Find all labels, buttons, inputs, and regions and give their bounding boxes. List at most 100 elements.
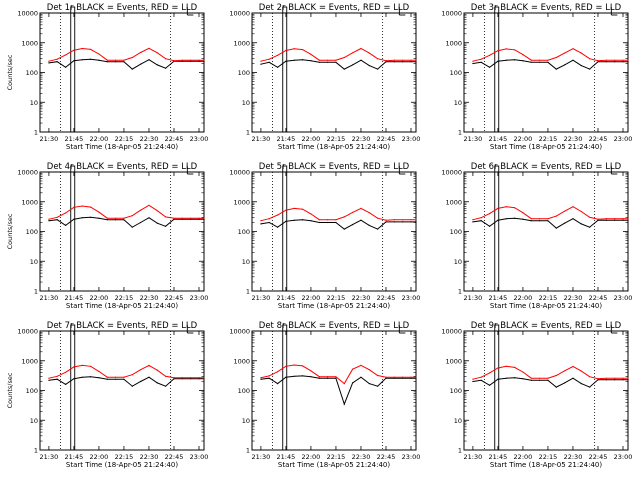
lld-data-point [489, 372, 491, 374]
x-tick-label: 22:15 [539, 453, 558, 461]
y-axis-label: Counts/sec [6, 372, 14, 408]
events-data-point [497, 60, 499, 62]
events-data-point [393, 377, 395, 379]
y-tick-label: 1000 [233, 39, 250, 47]
series-line-events [48, 58, 204, 70]
x-tick-label: 22:00 [514, 135, 533, 143]
lld-data-point [530, 218, 532, 220]
events-data-point [622, 61, 624, 63]
panel-title: Det 4r BLACK = Events, RED = LLD [47, 162, 198, 172]
x-tick-label: 22:15 [115, 453, 134, 461]
events-data-point [368, 224, 370, 226]
x-tick-label: 22:30 [140, 135, 159, 143]
y-tick-label: 10 [242, 258, 250, 266]
events-data-point [203, 378, 205, 380]
y-tick-label: 10 [30, 258, 38, 266]
y-tick-label: 1000 [445, 198, 462, 206]
events-data-point [368, 65, 370, 67]
y-axis-label: Counts/sec [6, 54, 14, 90]
events-data-point [622, 219, 624, 221]
panel-3: Det 3r BLACK = Events, RED = LLD 1 10 100 10… [441, 3, 632, 151]
lld-data-point [98, 370, 100, 372]
events-data-point [268, 221, 270, 224]
y-tick-label: 100 [450, 387, 462, 395]
lld-data-point [277, 214, 279, 216]
events-data-point [277, 383, 279, 385]
lld-data-point [335, 59, 337, 61]
lld-data-point [343, 216, 345, 218]
events-data-point [48, 62, 50, 64]
lld-data-point [140, 51, 142, 54]
panel-title: Det 6r BLACK = Events, RED = LLD [471, 162, 622, 172]
x-tick-label: 22:45 [377, 294, 396, 302]
events-data-point [148, 217, 150, 219]
lld-data-point [497, 207, 499, 209]
events-data-point [310, 60, 312, 62]
lld-data-point [352, 368, 354, 370]
events-data-point [148, 376, 150, 378]
events-data-point [115, 61, 117, 63]
lld-data-point [148, 204, 150, 206]
panel-6: Det 6r BLACK = Events, RED = LLD 1 10 100 10… [441, 162, 632, 310]
x-tick-label: 21:45 [277, 453, 296, 461]
events-data-point [302, 219, 304, 221]
events-data-point [589, 226, 591, 228]
lld-data-point [415, 59, 417, 61]
events-data-point [360, 219, 362, 221]
lld-data-point [106, 376, 108, 378]
events-data-point [597, 219, 599, 221]
lld-data-point [393, 219, 395, 221]
lld-data-point [385, 60, 387, 62]
lld-data-point [605, 59, 607, 61]
x-tick-label: 22:00 [302, 453, 321, 461]
events-data-point [56, 219, 58, 221]
plot-frame [463, 12, 629, 133]
events-data-point [514, 59, 516, 61]
lld-data-point [98, 53, 100, 55]
lld-data-point [148, 47, 150, 49]
lld-data-point [410, 59, 412, 61]
events-data-point [410, 61, 412, 63]
events-data-point [98, 59, 100, 61]
x-axis-label: Start Time (18-Apr-05 21:24:40) [66, 143, 178, 151]
events-data-point [98, 377, 100, 379]
events-data-point [165, 67, 167, 69]
panel-title: Det 2r BLACK = Events, RED = LLD [259, 3, 410, 13]
x-tick-label: 23:00 [190, 294, 209, 302]
y-tick-label: 10 [454, 417, 462, 425]
plot-frame [39, 330, 205, 451]
lld-data-point [65, 212, 67, 214]
x-tick-label: 21:30 [252, 453, 271, 461]
lld-data-point [48, 60, 50, 62]
events-data-point [393, 61, 395, 63]
lld-data-point [260, 377, 262, 379]
events-data-point [190, 218, 192, 220]
events-data-point [173, 218, 175, 220]
y-tick-label: 1 [246, 288, 250, 296]
series-line-lld [260, 207, 416, 222]
events-data-point [627, 61, 629, 63]
events-data-point [173, 378, 175, 380]
events-data-point [597, 379, 599, 381]
plot-frame [463, 330, 629, 451]
events-data-point [410, 221, 412, 223]
lld-data-point [514, 49, 516, 51]
lld-data-point [48, 218, 50, 220]
lld-data-point [539, 218, 541, 220]
lld-data-point [56, 216, 58, 218]
lld-data-point [614, 218, 616, 220]
events-data-point [605, 219, 607, 221]
events-data-point [480, 61, 482, 63]
events-data-point [318, 221, 320, 224]
events-data-point [131, 226, 133, 228]
lld-data-point [203, 59, 205, 61]
events-data-point [293, 59, 295, 61]
lld-data-point [73, 49, 75, 51]
lld-data-point [293, 364, 295, 366]
lld-data-point [293, 207, 295, 209]
lld-data-point [268, 218, 270, 220]
events-data-point [597, 61, 599, 63]
events-data-point [156, 64, 158, 66]
y-tick-label: 10 [30, 99, 38, 107]
marker-bracket [70, 324, 76, 451]
